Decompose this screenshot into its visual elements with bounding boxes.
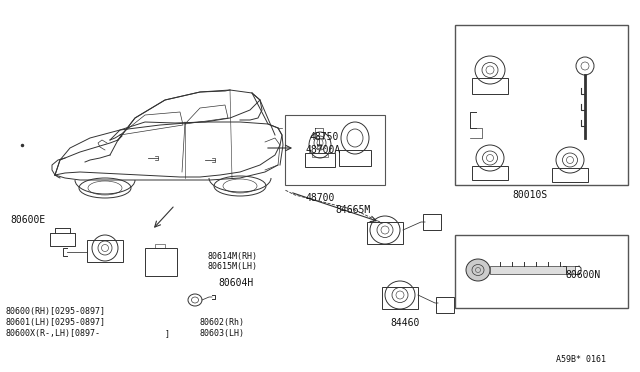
Text: 80601(LH)[0295-0897]: 80601(LH)[0295-0897] — [5, 318, 105, 327]
Text: 84460: 84460 — [390, 318, 419, 328]
Bar — [490, 266, 575, 274]
Bar — [423, 214, 441, 230]
Bar — [552, 168, 588, 182]
Text: 80600E: 80600E — [10, 215, 45, 225]
Bar — [145, 248, 177, 276]
Bar — [472, 78, 508, 94]
Text: 80604H: 80604H — [218, 278, 253, 288]
Bar — [285, 115, 385, 185]
Text: 48750: 48750 — [310, 132, 339, 142]
Text: 80600X(R-,LH)[0897-: 80600X(R-,LH)[0897- — [5, 329, 100, 338]
Bar — [339, 150, 371, 166]
Text: 80600(RH)[0295-0897]: 80600(RH)[0295-0897] — [5, 307, 105, 316]
Bar — [436, 297, 454, 313]
Bar — [455, 25, 628, 185]
Text: 80602(Rh): 80602(Rh) — [200, 318, 245, 327]
Text: ]: ] — [165, 329, 170, 338]
Text: 80615M(LH): 80615M(LH) — [208, 262, 258, 271]
Bar — [305, 153, 335, 167]
Bar — [87, 240, 123, 262]
Bar — [472, 166, 508, 180]
Bar — [367, 222, 403, 244]
Text: 84665M: 84665M — [335, 205, 371, 215]
Text: 80614M(RH): 80614M(RH) — [208, 252, 258, 261]
Text: 48700A: 48700A — [305, 145, 340, 155]
Text: 48700: 48700 — [305, 193, 334, 203]
Ellipse shape — [466, 259, 490, 281]
Bar — [382, 287, 418, 309]
Bar — [455, 235, 628, 308]
Text: 80603(LH): 80603(LH) — [200, 329, 245, 338]
Text: A59B* 0161: A59B* 0161 — [556, 355, 606, 364]
Text: 80010S: 80010S — [512, 190, 547, 200]
Text: 80600N: 80600N — [565, 270, 600, 280]
